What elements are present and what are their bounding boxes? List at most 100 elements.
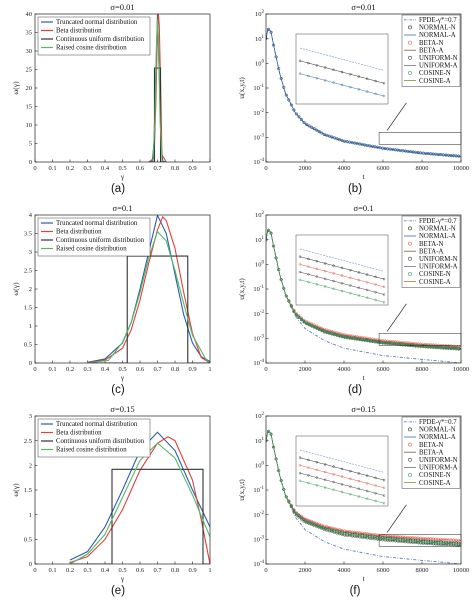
- x-tick-label: 6000: [377, 567, 390, 574]
- legend-entry: NORMAL-N: [419, 226, 456, 233]
- inset-marker: [340, 274, 344, 277]
- inset-marker: [298, 255, 302, 258]
- inset-marker: [307, 61, 310, 65]
- y-axis-label: ω(γ): [11, 282, 20, 296]
- x-tick-label: 0.3: [83, 366, 91, 373]
- inset-marker: [315, 476, 318, 479]
- x-tick-label: 10000: [453, 165, 469, 172]
- plot-area: [266, 27, 461, 158]
- inset-line: [299, 248, 385, 272]
- inset-marker: [324, 66, 327, 69]
- y-tick-label: 101: [255, 35, 265, 43]
- x-tick-label: 0.8: [171, 165, 179, 172]
- inset-marker: [374, 291, 377, 294]
- data-point-marker: [317, 524, 321, 528]
- y-tick-label: 101: [255, 437, 265, 445]
- y-tick-label: 10-1: [253, 285, 264, 293]
- y-tick-label: 10-2: [253, 511, 264, 519]
- plot-frame: [265, 415, 462, 565]
- x-tick-label: 8000: [416, 567, 429, 574]
- x-tick-label: 0: [264, 366, 267, 373]
- series-line-2: [87, 215, 210, 363]
- x-tick-label: 8000: [416, 366, 429, 373]
- x-tick-label: 2000: [299, 165, 312, 172]
- inset-marker: [340, 467, 344, 471]
- legend-entry: COSINE-N: [419, 70, 451, 77]
- data-point-marker: [457, 347, 461, 351]
- y-tick-label: 20: [26, 85, 33, 92]
- data-point-marker: [277, 67, 281, 71]
- inset-marker: [332, 68, 335, 71]
- inset-marker: [298, 263, 302, 266]
- data-point-marker: [305, 122, 309, 126]
- legend-entry: Continuous uniform distribution: [56, 36, 145, 43]
- zoom-arrow: [386, 102, 407, 131]
- y-tick-label: 0: [29, 159, 32, 166]
- data-point-marker: [312, 325, 316, 329]
- y-tick-label: 0.5: [24, 537, 32, 544]
- legend-entry: FPDE-γ*=0.7: [419, 218, 457, 225]
- legend-entry: UNIFORM-N: [419, 256, 458, 263]
- inset-marker: [332, 287, 335, 290]
- caption-c: (c): [111, 384, 125, 396]
- plot-frame: [34, 214, 211, 364]
- x-tick-label: 0.7: [153, 567, 162, 574]
- x-tick-label: 0.3: [83, 165, 91, 172]
- data-point-marker: [272, 244, 276, 248]
- inset-marker: [307, 474, 310, 477]
- x-tick-label: 0.4: [101, 567, 110, 574]
- x-tick-label: 0: [264, 567, 267, 574]
- y-tick-label: 0: [29, 360, 32, 367]
- legend-entry: Truncated normal distribution: [56, 220, 138, 227]
- data-point-marker: [312, 127, 316, 131]
- legend-entry: COSINE-N: [419, 472, 451, 479]
- legend-entry: UNIFORM-A: [419, 63, 458, 70]
- chart-title: σ=0.15: [351, 404, 375, 414]
- inset-marker: [298, 471, 302, 475]
- legend-marker: [408, 272, 412, 276]
- data-point-marker: [267, 228, 271, 232]
- data-point-marker: [335, 137, 339, 141]
- inset-marker: [307, 257, 310, 261]
- y-tick-label: 10-2: [253, 310, 264, 318]
- y-tick-label: 35: [26, 30, 33, 37]
- data-point-marker: [297, 315, 301, 319]
- y-tick-label: 10-3: [253, 536, 264, 544]
- inset-marker: [315, 267, 318, 271]
- legend-marker: [408, 25, 412, 30]
- inset-marker: [357, 487, 360, 490]
- y-tick-label: 10-4: [253, 158, 264, 166]
- x-tick-label: 0.1: [48, 366, 56, 373]
- caption-a: (a): [111, 183, 125, 195]
- inset-marker: [357, 286, 360, 289]
- legend-entry: UNIFORM-N: [419, 55, 458, 62]
- legend: FPDE-γ*=0.7NORMAL-NNORMAL-ABETA-NBETA-AU…: [401, 14, 461, 87]
- inset-line: [299, 47, 385, 71]
- data-point-marker: [277, 268, 281, 272]
- data-point-marker: [297, 514, 301, 518]
- data-point-marker: [287, 299, 291, 303]
- inset-marker: [382, 94, 386, 98]
- data-point-marker: [302, 518, 306, 522]
- series-line-4: [148, 19, 167, 162]
- plot-frame: [265, 214, 462, 364]
- inset-marker: [366, 77, 369, 80]
- inset-marker: [315, 283, 318, 286]
- legend: Truncated normal distribution Beta distri…: [37, 217, 151, 257]
- y-tick-label: 3: [29, 413, 32, 420]
- inset-marker: [332, 465, 335, 468]
- data-point-marker: [269, 432, 273, 436]
- x-tick-label: 6000: [377, 366, 390, 373]
- data-point-marker: [330, 135, 334, 139]
- x-tick-label: 0.5: [118, 366, 126, 373]
- plot-area: [266, 228, 461, 363]
- inset-marker: [324, 463, 327, 466]
- panel-c: σ=0.1 0 0.1 0.2 0.3 0.4 0.5 0.6 0.7 0.8 0.9 1 0 0.5 1 1…: [11, 203, 212, 382]
- x-tick-label: 0: [33, 567, 36, 574]
- y-tick-label: 101: [255, 236, 265, 244]
- legend-entry: Truncated normal distribution: [56, 19, 138, 26]
- legend-marker: [408, 457, 412, 462]
- y-tick-label: 10: [26, 122, 33, 129]
- x-tick-label: 1: [208, 366, 211, 373]
- inset-marker: [315, 468, 318, 472]
